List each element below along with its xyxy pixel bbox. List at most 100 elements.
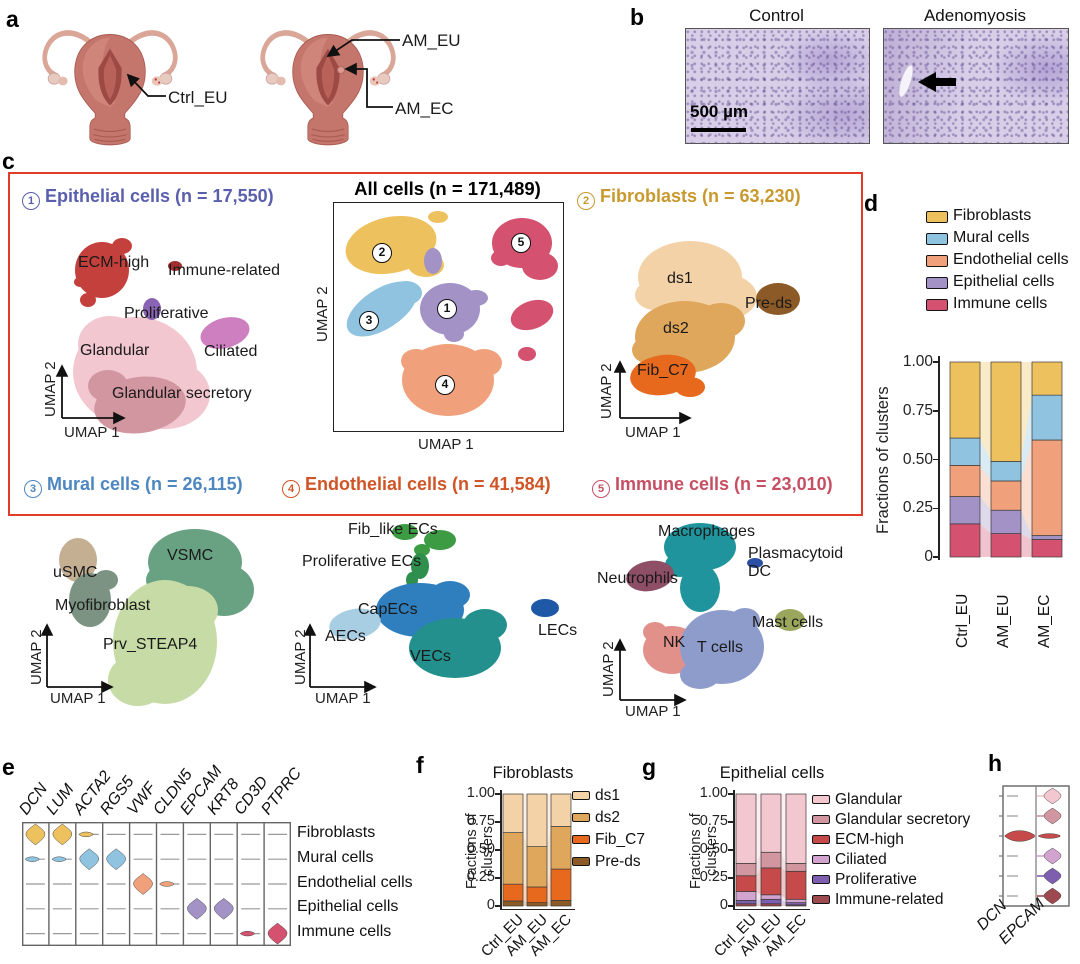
legend-label: Ciliated bbox=[835, 851, 887, 868]
alluvial-ribbon bbox=[980, 496, 991, 534]
bar-segment bbox=[990, 509, 1022, 534]
y-tick-label: 1.00 bbox=[902, 353, 933, 370]
x-category-label: AM_EC bbox=[1036, 594, 1053, 648]
y-tick-label: 0.75 bbox=[466, 813, 495, 829]
panel-c-box bbox=[8, 172, 863, 516]
y-tick-label: 0.25 bbox=[902, 499, 933, 517]
all-cells-title: All cells (n = 171,489) bbox=[354, 178, 541, 199]
fibroblasts-header-number: 2 bbox=[577, 192, 595, 210]
panel-a-callouts bbox=[126, 39, 400, 108]
alluvial-ribbon bbox=[756, 899, 761, 904]
bar-segment bbox=[735, 863, 757, 877]
y-tick-label: 0.75 bbox=[902, 401, 933, 419]
legend-swatch bbox=[572, 835, 590, 844]
bar-segment bbox=[526, 846, 548, 888]
bar-segment bbox=[785, 793, 807, 864]
alluvial-ribbon bbox=[1021, 440, 1032, 536]
bar-segment bbox=[526, 793, 548, 847]
legend-label: Fib_C7 bbox=[595, 831, 645, 848]
all-cells-number-4: 4 bbox=[435, 375, 455, 395]
prv-steap4-cluster bbox=[108, 580, 218, 706]
violin bbox=[133, 873, 153, 895]
legend-swatch bbox=[812, 815, 830, 824]
bar-segment bbox=[502, 832, 524, 885]
alluvial-ribbon bbox=[756, 903, 761, 906]
y-tick-label: 0.50 bbox=[902, 450, 933, 468]
alluvial-ribbon bbox=[781, 903, 786, 906]
epithelial-header-text: Epithelial cells (n = 17,550) bbox=[45, 186, 274, 206]
y-tick-mark bbox=[933, 410, 938, 412]
y-tick-mark bbox=[728, 849, 733, 851]
stacked-bar-chart-g bbox=[735, 793, 807, 907]
bar-segment bbox=[502, 883, 524, 902]
control-image-title: Control bbox=[749, 6, 804, 25]
panel-a-label: a bbox=[6, 6, 19, 32]
all-cells-number-2: 2 bbox=[372, 243, 392, 263]
epithelial-umap1-label: UMAP 1 bbox=[64, 424, 120, 441]
immune-header: 5 Immune cells (n = 23,010) bbox=[592, 474, 833, 498]
bar-segment bbox=[1031, 535, 1063, 540]
control-histology-image bbox=[685, 28, 870, 144]
legend-label: Epithelial cells bbox=[953, 273, 1055, 290]
fibroblasts-header-text: Fibroblasts (n = 63,230) bbox=[600, 186, 801, 206]
ctrl-eu-label: Ctrl_EU bbox=[168, 88, 228, 107]
ecm-high-label: ECM-high bbox=[78, 254, 150, 271]
panel-g-label: g bbox=[642, 754, 657, 780]
alluvial-ribbon bbox=[1021, 510, 1032, 540]
macrophages-cluster bbox=[664, 523, 736, 612]
immune-umap1-label: UMAP 1 bbox=[625, 703, 681, 720]
legend-swatch bbox=[812, 895, 830, 904]
panel-e-label: e bbox=[2, 754, 15, 780]
y-tick-mark bbox=[495, 821, 500, 823]
scale-bar-text: 500 µm bbox=[690, 102, 748, 121]
legend-swatch bbox=[812, 875, 830, 884]
all-cells-umap2-label: UMAP 2 bbox=[314, 286, 331, 342]
endothelial-header-text: Endothelial cells (n = 41,584) bbox=[305, 474, 551, 494]
t-cells-label: T cells bbox=[697, 639, 743, 656]
y-tick-mark bbox=[933, 361, 938, 363]
violin bbox=[1043, 847, 1062, 865]
t-cells-cluster bbox=[680, 608, 764, 689]
stacked-bar-chart-d bbox=[949, 361, 1063, 558]
aecs-cluster bbox=[329, 608, 381, 640]
all-cells-number-1: 1 bbox=[437, 299, 457, 319]
y-tick-mark bbox=[728, 793, 733, 795]
vecs-label: VECs bbox=[410, 648, 451, 665]
violin bbox=[79, 848, 100, 871]
neutrophils-cluster bbox=[626, 560, 674, 592]
violin bbox=[267, 922, 288, 945]
legend-swatch bbox=[926, 211, 948, 223]
fib-like-ecs-label: Fib_like ECs bbox=[348, 521, 438, 538]
violin bbox=[1043, 887, 1062, 905]
legend-label: Pre-ds bbox=[595, 853, 641, 870]
violin bbox=[213, 897, 234, 920]
epithelial-header-number: 1 bbox=[22, 192, 40, 210]
panel-g-title: Epithelial cells bbox=[719, 764, 825, 782]
x-category-label: AM_EU bbox=[995, 594, 1012, 648]
alluvial-ribbon bbox=[547, 794, 551, 847]
x-axis-line bbox=[733, 909, 810, 911]
alluvial-ribbon bbox=[1021, 533, 1032, 557]
ciliated-label: Ciliated bbox=[204, 343, 258, 360]
bar-segment bbox=[760, 898, 782, 905]
y-tick-label: 0.25 bbox=[466, 869, 495, 885]
legend-swatch bbox=[572, 813, 590, 822]
violin bbox=[1043, 787, 1062, 805]
proliferative-cluster bbox=[143, 298, 161, 320]
legend-label: ECM-high bbox=[835, 831, 904, 848]
umap-mural bbox=[40, 529, 254, 706]
alluvial-ribbon bbox=[523, 884, 527, 903]
y-tick-mark bbox=[728, 877, 733, 879]
y-axis-line bbox=[500, 790, 502, 909]
umap-immune bbox=[613, 523, 805, 707]
mural-header-text: Mural cells (n = 26,115) bbox=[47, 474, 243, 494]
aecs-label: AECs bbox=[325, 628, 366, 645]
mural-header: 3 Mural cells (n = 26,115) bbox=[24, 474, 243, 498]
bar-segment bbox=[785, 870, 807, 900]
violin bbox=[187, 897, 207, 920]
am-eu-arrow bbox=[326, 39, 400, 57]
adenomyosis-annotations bbox=[898, 64, 956, 98]
alluvial-ribbon bbox=[547, 900, 551, 906]
panel-d-label: d bbox=[864, 190, 879, 216]
violin-sliver bbox=[239, 930, 255, 937]
